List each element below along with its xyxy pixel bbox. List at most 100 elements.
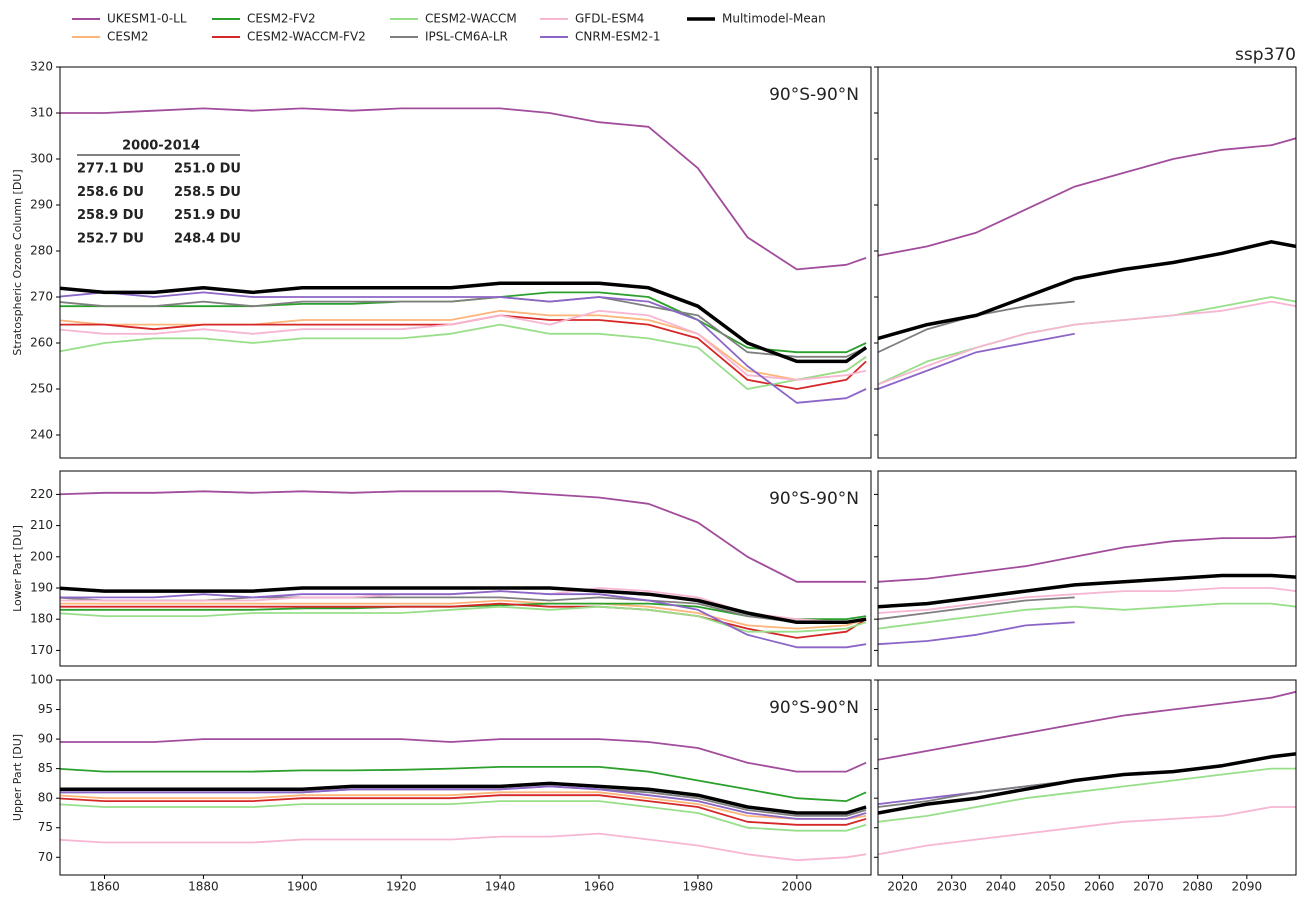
x-tick-label: 2000 <box>782 880 813 894</box>
y-tick-label: 85 <box>38 761 53 775</box>
series-line <box>60 832 867 862</box>
y-tick-label: 70 <box>38 850 53 864</box>
x-tick-label: 1980 <box>683 880 714 894</box>
x-tick-label: 2050 <box>1035 880 1066 894</box>
series-line <box>60 323 867 390</box>
legend-label: CESM2 <box>107 30 149 44</box>
legend-label: CESM2-WACCM-FV2 <box>247 30 366 44</box>
x-tick-label: 1860 <box>89 880 120 894</box>
series-line <box>60 314 867 390</box>
series-line <box>60 605 867 633</box>
series-line <box>60 791 867 820</box>
legend-label: GFDL-ESM4 <box>575 12 644 26</box>
inset-value: 251.0 DU <box>174 162 241 177</box>
region-label: 90°S-90°N <box>769 698 859 718</box>
y-tick-label: 220 <box>30 487 53 501</box>
y-tick-label: 100 <box>30 673 53 687</box>
y-tick-label: 200 <box>30 549 53 563</box>
series-line <box>878 587 1296 614</box>
series-line <box>60 490 867 583</box>
legend-label: CESM2-FV2 <box>247 12 316 26</box>
legend-label: CNRM-ESM2-1 <box>575 30 661 44</box>
y-tick-label: 250 <box>30 382 53 396</box>
series-line <box>878 767 1296 823</box>
series-line <box>60 800 867 832</box>
series-line <box>878 332 1075 390</box>
x-tick-label: 1940 <box>485 880 516 894</box>
series-line <box>878 690 1296 761</box>
legend-label: IPSL-CM6A-LR <box>425 30 508 44</box>
series-line <box>60 291 867 404</box>
inset-value: 258.5 DU <box>174 185 241 200</box>
inset-value: 248.4 DU <box>174 231 241 246</box>
inset-value: 258.9 DU <box>77 208 144 223</box>
y-tick-label: 270 <box>30 290 53 304</box>
plot-frame <box>877 679 1297 876</box>
x-tick-label: 1900 <box>287 880 318 894</box>
series-line <box>60 781 867 815</box>
x-tick-label: 1960 <box>584 880 615 894</box>
x-tick-label: 2060 <box>1084 880 1115 894</box>
y-axis-label: Stratospheric Ozone Column [DU] <box>11 169 24 355</box>
y-tick-label: 280 <box>30 244 53 258</box>
x-tick-label: 2090 <box>1232 880 1263 894</box>
series-line <box>60 785 867 820</box>
series-line <box>878 300 1296 386</box>
y-tick-label: 300 <box>30 152 53 166</box>
series-line <box>60 281 868 364</box>
plot-frame <box>877 470 1297 667</box>
y-axis-label: Upper Part [DU] <box>11 734 24 821</box>
inset-value: 252.7 DU <box>77 231 144 246</box>
y-tick-label: 95 <box>38 702 53 716</box>
series-line <box>878 806 1296 856</box>
series-line <box>60 766 867 802</box>
series-line <box>60 296 867 358</box>
series-line <box>878 535 1296 583</box>
plot-frame <box>59 679 872 876</box>
series-line <box>60 590 867 649</box>
y-tick-label: 310 <box>30 106 53 120</box>
series-line <box>60 602 867 639</box>
x-tick-label: 2030 <box>936 880 967 894</box>
x-tick-label: 1920 <box>386 880 417 894</box>
series-line <box>60 107 867 271</box>
legend-label: CESM2-WACCM <box>425 12 517 26</box>
series-line <box>878 752 1296 815</box>
legend-label: Multimodel-Mean <box>722 12 826 26</box>
plot-frame <box>59 470 872 667</box>
y-tick-label: 90 <box>38 732 53 746</box>
plot-frame <box>877 66 1297 459</box>
series-line <box>60 309 867 381</box>
inset-value: 277.1 DU <box>77 162 144 177</box>
y-tick-label: 260 <box>30 336 53 350</box>
series-line <box>60 794 867 826</box>
series-line <box>60 599 867 630</box>
series-line <box>878 300 1075 354</box>
inset-value: 251.9 DU <box>174 208 241 223</box>
panel-title: ssp370 <box>1235 45 1296 65</box>
series-line <box>60 738 867 773</box>
y-tick-label: 320 <box>30 60 53 74</box>
x-tick-label: 2080 <box>1182 880 1213 894</box>
y-tick-label: 290 <box>30 198 53 212</box>
x-tick-label: 2070 <box>1133 880 1164 894</box>
series-line <box>878 137 1296 257</box>
inset-title: 2000-2014 <box>122 139 200 154</box>
y-tick-label: 75 <box>38 820 53 834</box>
y-tick-label: 240 <box>30 428 53 442</box>
y-tick-label: 80 <box>38 791 53 805</box>
series-line <box>878 296 1296 386</box>
y-tick-label: 210 <box>30 518 53 532</box>
x-tick-label: 1880 <box>188 880 219 894</box>
y-tick-label: 180 <box>30 612 53 626</box>
plot-frame <box>59 66 872 459</box>
x-tick-label: 2040 <box>986 880 1017 894</box>
legend-label: UKESM1-0-LL <box>107 12 187 26</box>
series-line <box>60 586 867 625</box>
series-line <box>878 602 1296 630</box>
y-axis-label: Lower Part [DU] <box>11 525 24 612</box>
y-tick-label: 170 <box>30 643 53 657</box>
series-line <box>878 573 1296 609</box>
series-line <box>878 779 1075 808</box>
